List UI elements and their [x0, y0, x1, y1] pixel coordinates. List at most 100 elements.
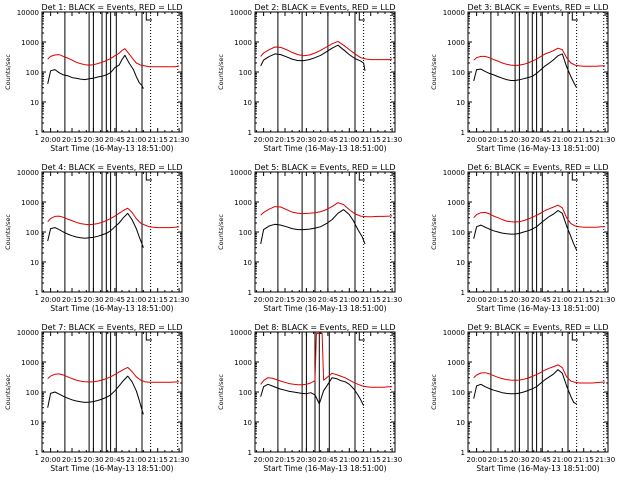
y-tick-label: 100	[452, 229, 465, 237]
chart-title: Det 3: BLACK = Events, RED = LLD	[468, 3, 609, 12]
lld-series-line	[260, 40, 393, 61]
x-tick-label: 20:30	[296, 296, 316, 304]
x-tick-label: 21:30	[382, 456, 402, 464]
x-tick-label: 20:45	[531, 136, 551, 144]
detector-panel-8: 1 10 100 1000 10000 20:00 20:15 20:30 20:45 21:00…	[217, 323, 402, 473]
y-tick-label: 100	[452, 389, 465, 397]
y-tick-label: 100	[239, 69, 252, 77]
lld-series-line	[473, 47, 606, 67]
plot-frame	[41, 11, 183, 133]
chart-title: Det 8: BLACK = Events, RED = LLD	[255, 323, 396, 332]
x-axis-label: Start Time (16-May-13 18:51:00)	[50, 464, 173, 473]
y-tick-label: 1000	[447, 39, 465, 47]
x-tick-label: 20:45	[318, 456, 338, 464]
x-tick-label: 21:00	[552, 136, 572, 144]
x-tick-label: 21:00	[552, 456, 572, 464]
y-tick-label: 10000	[230, 9, 252, 17]
x-tick-label: 20:15	[62, 456, 82, 464]
chart-title: Det 1: BLACK = Events, RED = LLD	[42, 3, 183, 12]
x-tick-label: 21:15	[574, 296, 594, 304]
detector-panel-6: 1 10 100 1000 10000 20:00 20:15 20:30 20:45 21:00…	[430, 163, 615, 313]
y-tick-label: 1	[461, 289, 465, 297]
y-tick-label: 10000	[17, 9, 39, 17]
x-tick-label: 21:15	[361, 136, 381, 144]
x-tick-label: 20:15	[488, 456, 508, 464]
chart-title: Det 9: BLACK = Events, RED = LLD	[468, 323, 609, 332]
x-axis-label: Start Time (16-May-13 18:51:00)	[476, 464, 599, 473]
y-tick-label: 1000	[447, 359, 465, 367]
y-tick-label: 10	[456, 419, 465, 427]
lld-series-line	[47, 207, 180, 229]
y-tick-label: 100	[239, 229, 252, 237]
y-axis-label: Counts/sec	[217, 54, 225, 90]
x-tick-label: 20:00	[467, 296, 487, 304]
y-axis-label: Counts/sec	[4, 214, 12, 250]
x-tick-label: 21:00	[339, 456, 359, 464]
x-tick-label: 20:00	[41, 296, 61, 304]
x-tick-label: 21:00	[126, 136, 146, 144]
chart-title: Det 5: BLACK = Events, RED = LLD	[255, 163, 396, 172]
events-series-line	[473, 210, 578, 251]
y-tick-label: 100	[26, 69, 39, 77]
x-tick-label: 20:15	[275, 456, 295, 464]
x-tick-label: 21:30	[595, 456, 615, 464]
y-axis-label: Counts/sec	[217, 374, 225, 410]
x-tick-label: 21:00	[126, 296, 146, 304]
y-tick-label: 10000	[230, 169, 252, 177]
y-tick-label: 1000	[21, 39, 39, 47]
x-tick-label: 20:15	[62, 136, 82, 144]
x-tick-label: 21:30	[169, 456, 189, 464]
y-tick-label: 10	[30, 99, 39, 107]
x-tick-label: 20:30	[83, 296, 103, 304]
y-axis-label: Counts/sec	[4, 54, 12, 90]
x-tick-label: 21:15	[574, 456, 594, 464]
x-tick-label: 20:45	[318, 296, 338, 304]
x-axis-label: Start Time (16-May-13 18:51:00)	[476, 144, 599, 153]
y-axis-label: Counts/sec	[217, 214, 225, 250]
x-tick-label: 20:00	[467, 456, 487, 464]
x-tick-label: 20:00	[467, 136, 487, 144]
x-tick-label: 21:15	[148, 136, 168, 144]
events-series-line	[47, 212, 144, 248]
y-tick-label: 1	[461, 449, 465, 457]
plot-frame	[254, 171, 396, 293]
detector-panel-7: 1 10 100 1000 10000 20:00 20:15 20:30 20:45 21:00…	[4, 323, 189, 473]
y-axis-label: Counts/sec	[430, 374, 438, 410]
y-tick-label: 100	[239, 389, 252, 397]
y-tick-label: 1	[248, 449, 252, 457]
y-tick-label: 10	[243, 99, 252, 107]
x-tick-label: 20:45	[318, 136, 338, 144]
bracket-marker	[571, 172, 578, 181]
y-axis-label: Counts/sec	[430, 214, 438, 250]
chart-title: Det 7: BLACK = Events, RED = LLD	[42, 323, 183, 332]
x-axis-label: Start Time (16-May-13 18:51:00)	[50, 144, 173, 153]
chart-title: Det 4: BLACK = Events, RED = LLD	[42, 163, 183, 172]
detector-panel-9: 1 10 100 1000 10000 20:00 20:15 20:30 20:45 21:00…	[430, 323, 615, 473]
x-tick-label: 20:00	[41, 456, 61, 464]
y-tick-label: 1000	[234, 199, 252, 207]
x-tick-label: 21:00	[126, 456, 146, 464]
y-tick-label: 1	[461, 129, 465, 137]
lld-series-line	[47, 366, 180, 383]
x-tick-label: 21:00	[552, 296, 572, 304]
bracket-marker	[145, 332, 152, 341]
y-tick-label: 10	[456, 259, 465, 267]
x-tick-label: 20:30	[296, 136, 316, 144]
events-series-line	[260, 209, 366, 245]
y-tick-label: 100	[26, 229, 39, 237]
x-tick-label: 21:30	[382, 136, 402, 144]
x-tick-label: 20:30	[509, 456, 529, 464]
y-axis-label: Counts/sec	[4, 374, 12, 410]
y-tick-label: 1000	[234, 39, 252, 47]
y-tick-label: 10000	[443, 329, 465, 337]
x-tick-label: 20:30	[509, 296, 529, 304]
y-tick-label: 100	[26, 389, 39, 397]
bracket-marker	[358, 12, 365, 21]
x-tick-label: 21:30	[595, 296, 615, 304]
y-tick-label: 100	[452, 69, 465, 77]
bracket-marker	[571, 332, 578, 341]
x-tick-label: 21:30	[595, 136, 615, 144]
bracket-marker	[358, 332, 365, 341]
x-tick-label: 21:15	[574, 136, 594, 144]
y-tick-label: 10	[456, 99, 465, 107]
